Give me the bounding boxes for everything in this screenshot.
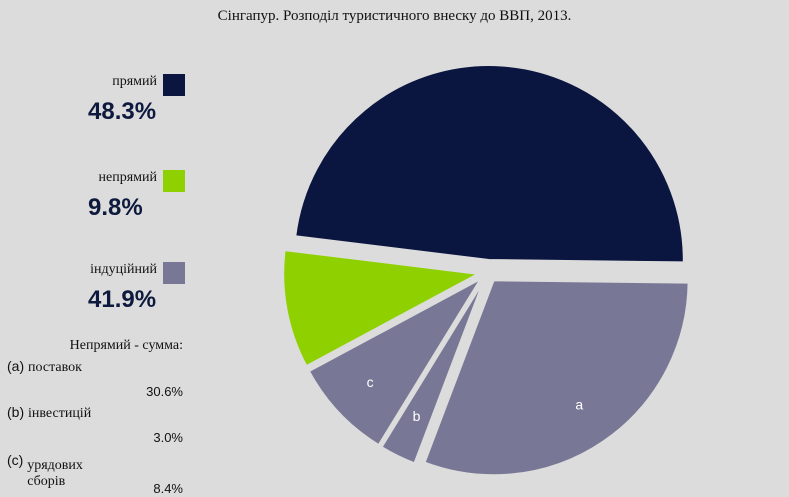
breakdown-value-a: 30.6% [146, 384, 183, 399]
legend-value-direct: 48.3% [88, 98, 157, 125]
breakdown-name-a: поставок [28, 360, 82, 375]
breakdown-item-c: (c) урядових сборів [7, 452, 137, 490]
breakdown-letter-b: (b) [7, 404, 25, 420]
pie-slice-indirect [282, 248, 482, 368]
breakdown-item-a: (a) поставок [7, 358, 82, 376]
pie-slice-b [380, 280, 485, 465]
breakdown-name-c: урядових сборів [27, 458, 83, 489]
breakdown-value-b: 3.0% [153, 430, 183, 445]
breakdown-heading: Непрямий - сумма: [69, 338, 183, 353]
legend-swatch-indirect [163, 170, 185, 192]
breakdown-item-b: (b) інвестицій [7, 404, 91, 422]
chart-title: Сінгапур. Розподіл туристичного внеску д… [217, 8, 572, 24]
slice-label-c: c [367, 374, 374, 390]
pie-slice-a [423, 279, 690, 477]
slice-label-b: b [413, 408, 421, 424]
breakdown-letter-a: (a) [7, 358, 25, 374]
pie-slice-direct [294, 64, 685, 264]
legend-value-induced: 41.9% [88, 286, 157, 313]
breakdown-name-b: інвестицій [28, 406, 92, 421]
legend-swatch-direct [163, 74, 185, 96]
breakdown-value-c: 8.4% [153, 481, 183, 496]
pie-slice-c [307, 276, 484, 447]
legend-label-induced: індуційний [90, 262, 157, 277]
legend-label-direct: прямий [112, 74, 157, 89]
legend-swatch-induced [163, 262, 185, 284]
slice-label-a: a [575, 397, 583, 413]
legend-value-indirect: 9.8% [88, 194, 143, 221]
legend-label-indirect: непрямий [98, 170, 157, 185]
breakdown-letter-c: (c) [7, 452, 24, 468]
